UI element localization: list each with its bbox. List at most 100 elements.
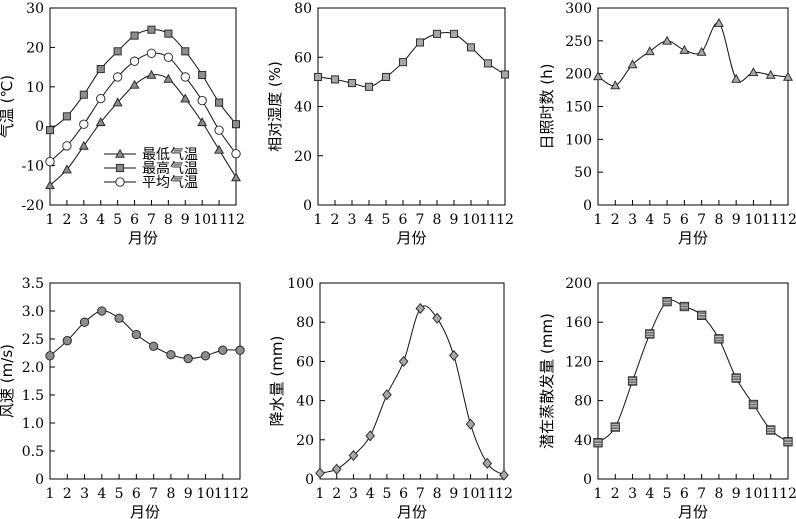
data-point bbox=[62, 141, 72, 151]
series-1 bbox=[593, 296, 793, 448]
data-point bbox=[113, 47, 122, 56]
x-axis-label: 月份 bbox=[678, 229, 708, 247]
plot-frame bbox=[317, 7, 506, 206]
x-tick-label: 2 bbox=[332, 486, 341, 502]
data-point bbox=[713, 17, 724, 27]
data-point bbox=[97, 306, 107, 316]
y-tick-label: 60 bbox=[296, 354, 314, 370]
data-point bbox=[215, 98, 224, 107]
x-tick-label: 9 bbox=[732, 486, 741, 502]
series-1 bbox=[313, 29, 510, 91]
x-axis-label: 月份 bbox=[678, 503, 708, 519]
x-tick-label: 12 bbox=[779, 212, 796, 228]
x-tick-label: 2 bbox=[611, 212, 620, 228]
data-point bbox=[45, 157, 55, 167]
y-tick-label: 0 bbox=[303, 198, 312, 214]
data-point bbox=[765, 69, 776, 79]
x-tick-label: 8 bbox=[433, 212, 442, 228]
y-axis-label: 风速 (m/s) bbox=[0, 344, 16, 418]
x-tick-label: 2 bbox=[62, 212, 71, 228]
x-axis-label: 月份 bbox=[397, 503, 427, 519]
data-point bbox=[146, 69, 157, 79]
data-point bbox=[499, 469, 509, 481]
legend-marker bbox=[115, 163, 125, 173]
y-tick-label: 80 bbox=[294, 1, 312, 17]
x-tick-label: 11 bbox=[762, 212, 780, 228]
y-tick-label: 2.0 bbox=[22, 360, 44, 376]
data-point bbox=[214, 125, 224, 135]
y-axis-label: 相对湿度 (%) bbox=[268, 61, 284, 152]
data-point bbox=[627, 59, 638, 69]
data-point bbox=[662, 35, 673, 45]
x-tick-label: 5 bbox=[115, 486, 124, 502]
data-point bbox=[593, 71, 603, 81]
x-tick-label: 4 bbox=[645, 486, 654, 502]
x-tick-label: 8 bbox=[714, 486, 723, 502]
data-point bbox=[95, 117, 106, 127]
x-tick-label: 7 bbox=[147, 212, 156, 228]
x-tick-label: 11 bbox=[210, 212, 228, 228]
series-line bbox=[597, 299, 789, 444]
data-point bbox=[180, 72, 190, 82]
x-tick-label: 10 bbox=[462, 486, 480, 502]
data-point bbox=[748, 399, 759, 410]
y-tick-label: 30 bbox=[26, 1, 44, 17]
x-tick-label: 4 bbox=[97, 486, 106, 502]
data-point bbox=[466, 43, 476, 52]
data-point bbox=[146, 48, 157, 58]
x-tick-label: 3 bbox=[80, 486, 89, 502]
x-tick-label: 5 bbox=[663, 486, 672, 502]
x-tick-label: 5 bbox=[663, 212, 672, 228]
data-point bbox=[200, 351, 211, 361]
data-point bbox=[180, 93, 191, 103]
data-point bbox=[398, 58, 408, 67]
x-tick-label: 12 bbox=[227, 212, 245, 228]
data-point bbox=[679, 301, 690, 312]
data-point bbox=[731, 373, 741, 383]
x-tick-label: 9 bbox=[450, 212, 459, 228]
data-point bbox=[696, 310, 707, 320]
data-point bbox=[183, 353, 193, 364]
y-tick-label: 50 bbox=[574, 165, 592, 181]
y-axis-label: 日照时数 (h) bbox=[538, 64, 556, 150]
x-tick-label: 8 bbox=[166, 486, 175, 502]
y-axis-label: 潜在蒸散发量 (mm) bbox=[538, 313, 556, 449]
y-tick-label: 2.5 bbox=[22, 332, 44, 348]
y-tick-label: 250 bbox=[565, 34, 592, 50]
x-tick-label: 6 bbox=[680, 486, 689, 502]
data-point bbox=[610, 80, 621, 90]
data-point bbox=[79, 119, 89, 129]
x-tick-label: 8 bbox=[164, 212, 173, 228]
x-tick-label: 11 bbox=[214, 486, 232, 502]
data-point bbox=[231, 172, 241, 182]
y-tick-label: 3.0 bbox=[22, 304, 44, 320]
data-point bbox=[331, 463, 342, 475]
legend-entry: 平均气温 bbox=[142, 175, 198, 191]
x-axis-label: 月份 bbox=[396, 229, 426, 247]
data-point bbox=[197, 117, 208, 127]
x-tick-label: 10 bbox=[462, 212, 480, 228]
x-tick-label: 9 bbox=[732, 212, 741, 228]
x-tick-label: 12 bbox=[495, 486, 513, 502]
series-1 bbox=[45, 306, 245, 364]
y-tick-label: 60 bbox=[294, 50, 312, 66]
data-point bbox=[662, 296, 672, 307]
data-point bbox=[627, 376, 638, 386]
data-point bbox=[783, 71, 793, 81]
plot-frame bbox=[597, 7, 789, 206]
x-tick-label: 1 bbox=[594, 212, 603, 228]
x-tick-label: 8 bbox=[433, 486, 442, 502]
data-point bbox=[45, 126, 55, 135]
y-tick-label: 0 bbox=[583, 198, 592, 214]
data-point bbox=[398, 355, 409, 367]
y-tick-label: 20 bbox=[296, 433, 314, 449]
data-point bbox=[231, 120, 241, 129]
x-tick-label: 6 bbox=[130, 212, 139, 228]
data-point bbox=[78, 140, 89, 150]
data-point bbox=[432, 29, 442, 38]
data-point bbox=[45, 351, 55, 361]
x-tick-label: 10 bbox=[197, 486, 215, 502]
data-point bbox=[130, 31, 139, 40]
